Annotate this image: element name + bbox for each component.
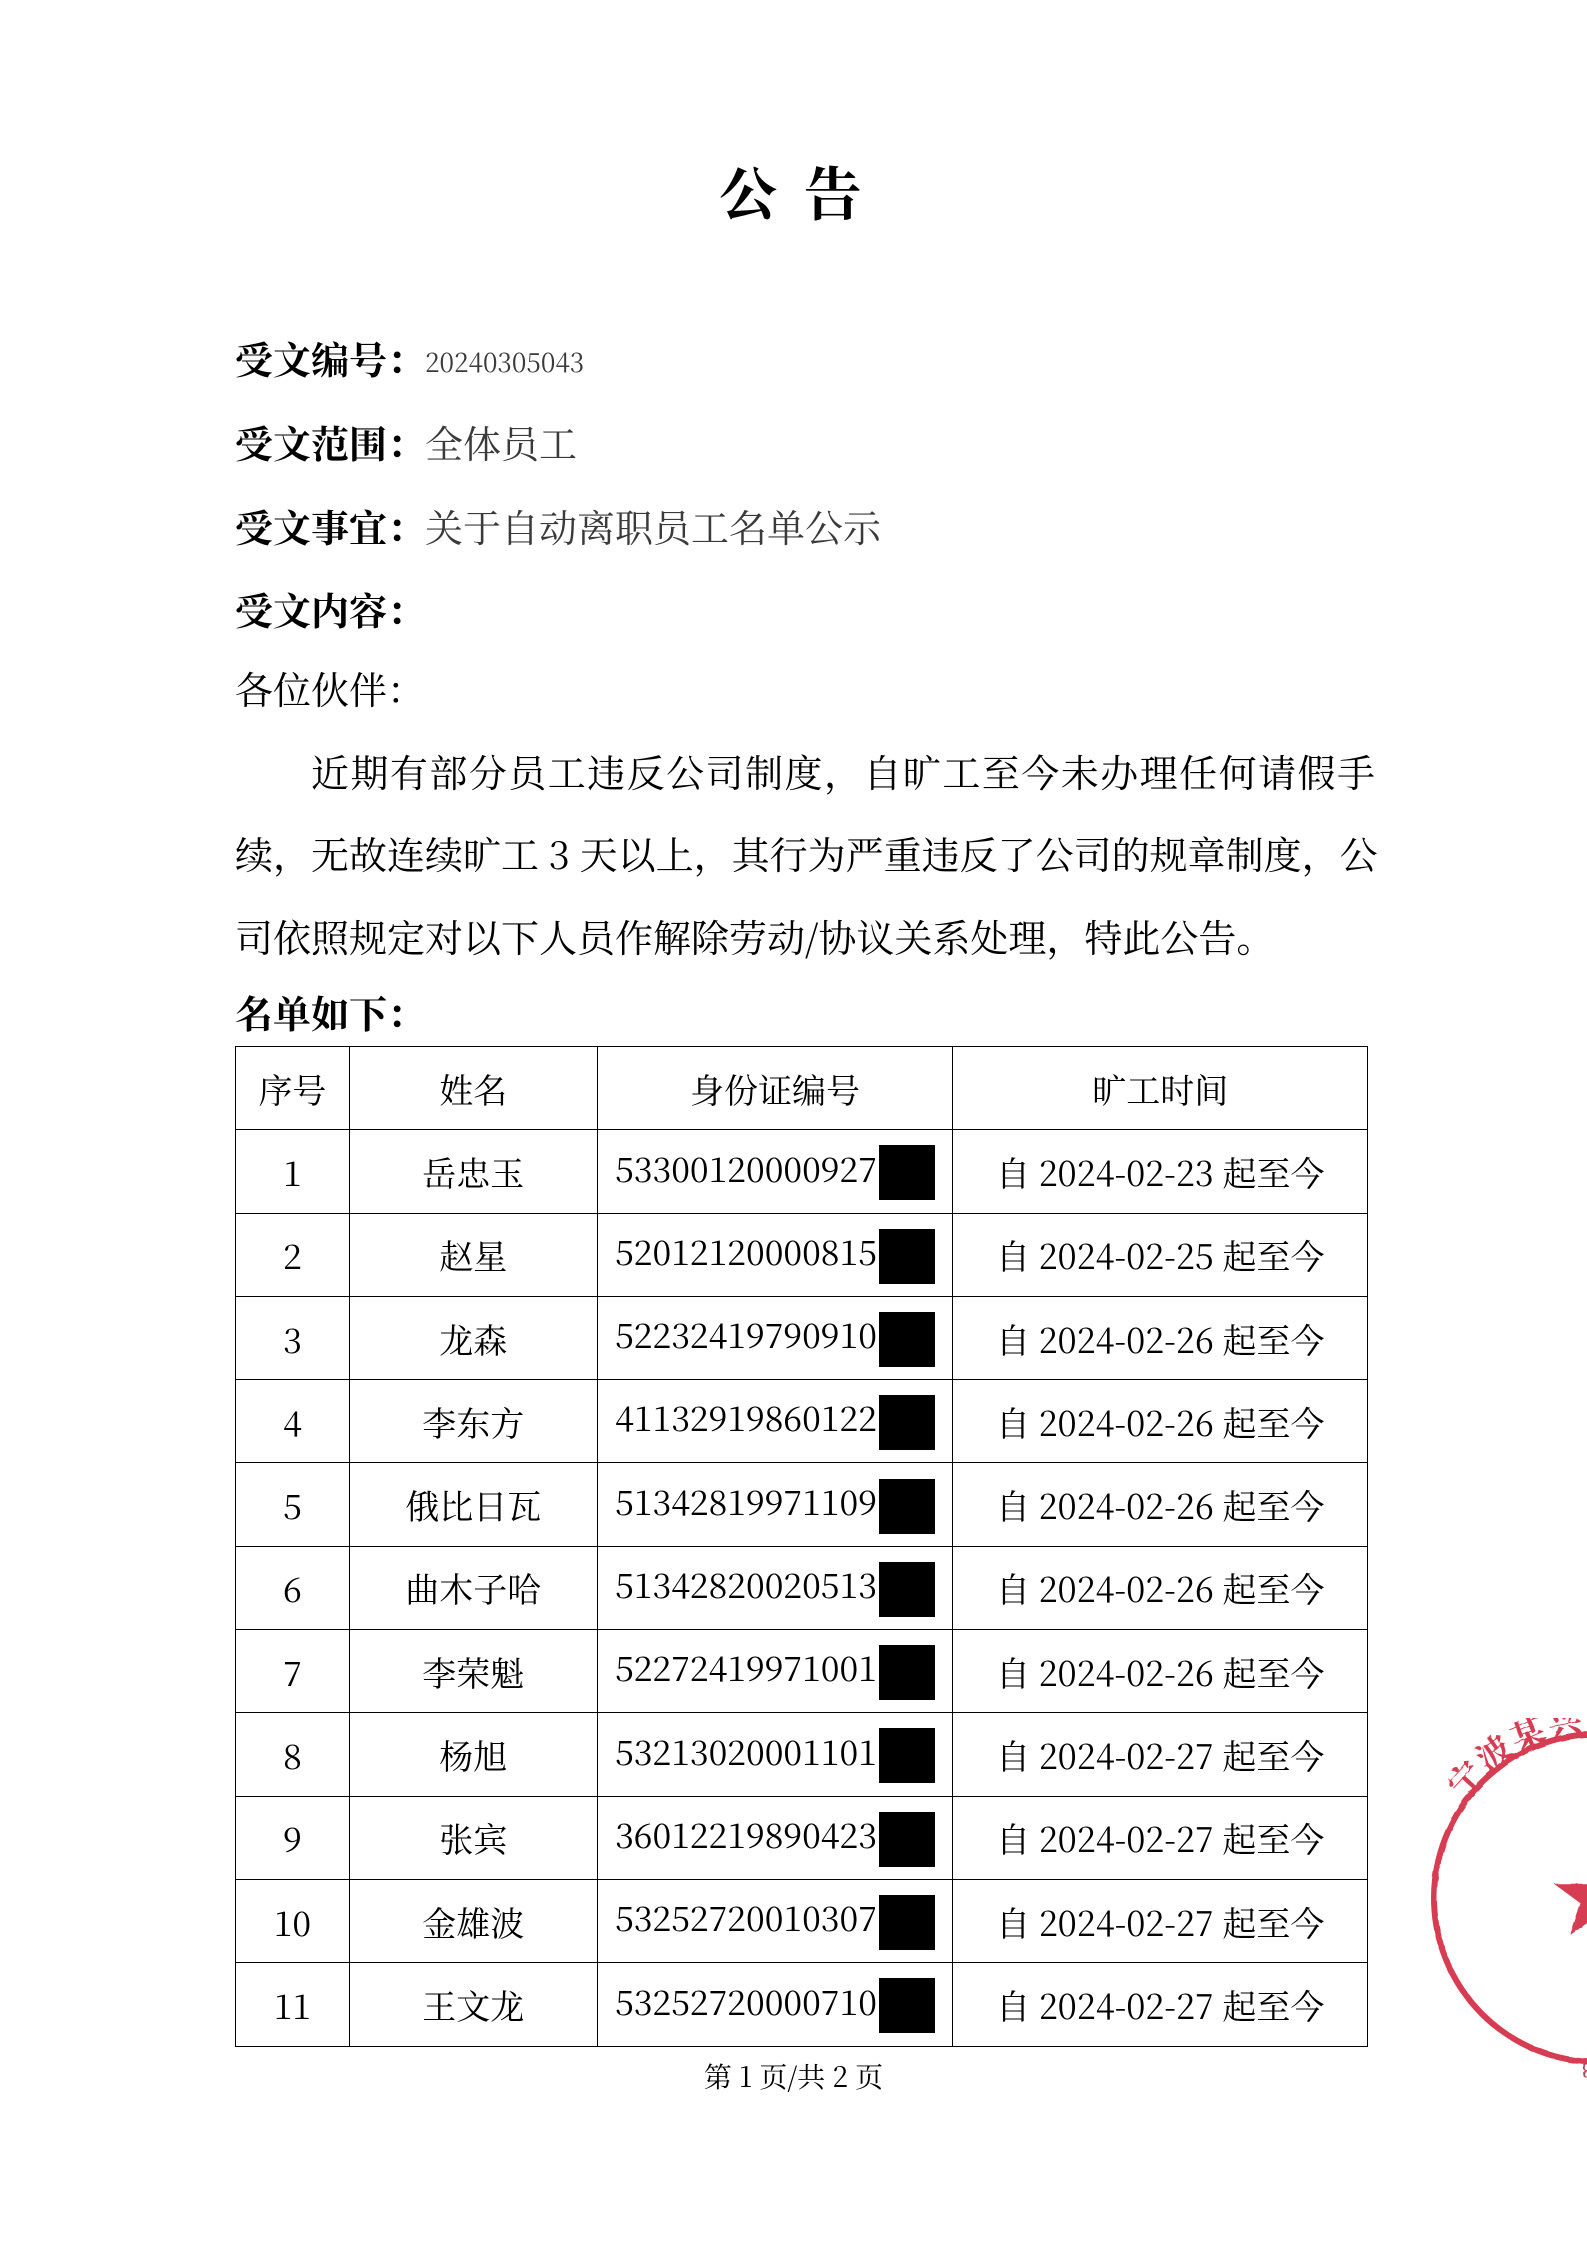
svg-text:3302900008708: 3302900008708 (1580, 2004, 1587, 2078)
svg-text:宁波某兴昌看守所: 宁波某兴昌看守所 (1434, 1718, 1587, 1806)
